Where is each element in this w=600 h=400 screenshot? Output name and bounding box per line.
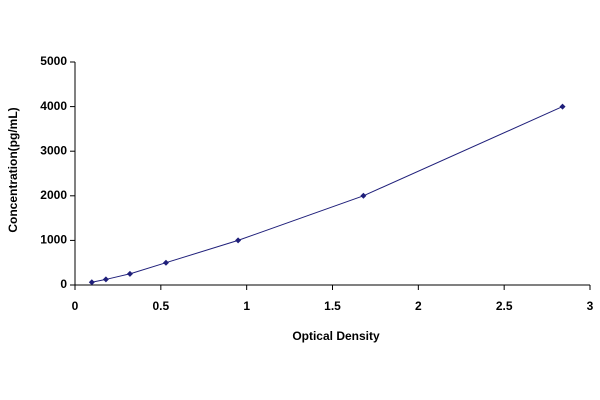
x-tick-label: 2.5 [496,299,513,313]
y-axis-label: Concentration(pg/mL) [6,107,20,232]
x-tick-label: 3 [587,299,594,313]
point [235,237,242,244]
x-tick-label: 1 [243,299,250,313]
point [360,192,367,199]
y-tick-label: 3000 [40,143,67,157]
x-tick-label: 1.5 [324,299,341,313]
point [102,276,109,283]
curve [91,106,563,283]
y-tick-label: 2000 [40,188,67,202]
x-tick-label: 2 [415,299,422,313]
y-tick-label: 0 [60,277,67,291]
x-axis-label: Optical Density [292,329,380,343]
point [162,259,169,266]
point [126,270,133,277]
point [88,279,95,286]
y-tick-label: 1000 [40,233,67,247]
x-tick-label: 0 [72,299,79,313]
x-tick-label: 0.5 [152,299,169,313]
point [559,103,566,110]
y-tick-label: 5000 [40,54,67,68]
y-tick-label: 4000 [40,99,67,113]
